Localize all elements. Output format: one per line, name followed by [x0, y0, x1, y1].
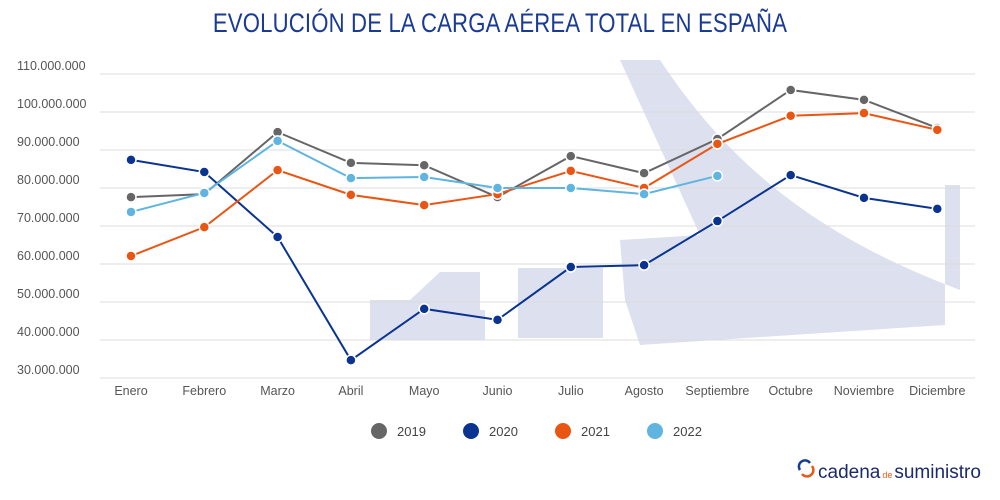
cargo-boxes-illustration — [518, 268, 603, 338]
y-tick-label: 60.000.000 — [17, 249, 80, 263]
legend-marker-2020 — [463, 423, 479, 439]
x-tick-label: Julio — [558, 384, 584, 398]
data-point-2021 — [198, 221, 211, 233]
legend-marker-2021 — [555, 423, 571, 439]
data-point-2020 — [711, 215, 724, 227]
data-point-2021 — [784, 110, 797, 122]
airplane-tail-illustration — [620, 60, 960, 345]
data-point-2019 — [345, 157, 357, 169]
data-point-2021 — [271, 164, 284, 176]
y-tick-label: 30.000.000 — [17, 363, 80, 377]
legend-label-2022: 2022 — [673, 424, 702, 439]
data-point-2021 — [858, 107, 870, 119]
data-point-2019 — [638, 167, 650, 179]
logo-text: cadena — [818, 462, 881, 483]
data-point-2021 — [418, 199, 430, 211]
y-tick-label: 70.000.000 — [17, 211, 80, 225]
data-point-2019 — [858, 94, 870, 106]
legend-marker-2022 — [647, 423, 663, 439]
y-tick-label: 80.000.000 — [17, 173, 80, 187]
legend-marker-2019 — [371, 423, 387, 439]
data-point-2022 — [198, 187, 211, 199]
data-point-2022 — [271, 135, 284, 147]
data-point-2022 — [711, 170, 724, 182]
data-point-2022 — [345, 172, 357, 184]
legend-label-2020: 2020 — [489, 424, 518, 439]
y-tick-label: 100.000.000 — [17, 97, 87, 111]
data-point-2020 — [271, 231, 284, 243]
chart-title: EVOLUCIÓN DE LA CARGA AÉREA TOTAL EN ESP… — [212, 8, 788, 38]
legend-label-2019: 2019 — [397, 424, 426, 439]
legend-label-2021: 2021 — [581, 424, 610, 439]
y-tick-label: 40.000.000 — [17, 325, 80, 339]
y-tick-label: 50.000.000 — [17, 287, 80, 301]
data-point-2020 — [491, 314, 504, 326]
x-tick-label: Agosto — [625, 384, 664, 398]
data-point-2020 — [565, 261, 577, 273]
logo-text-suministro: suministro — [894, 462, 981, 483]
x-tick-label: Marzo — [260, 384, 295, 398]
data-point-2020 — [198, 166, 211, 178]
logo-text-de: de — [882, 470, 893, 480]
data-point-2022 — [565, 182, 577, 194]
cadena-de-suministro-logo: cadena de suministro — [796, 458, 981, 484]
data-point-2019 — [565, 150, 577, 162]
data-point-2021 — [345, 189, 357, 201]
x-tick-label: Noviembre — [834, 384, 894, 398]
x-tick-label: Octubre — [768, 384, 813, 398]
data-point-2019 — [784, 84, 797, 96]
data-point-2022 — [125, 206, 137, 218]
data-point-2020 — [931, 203, 944, 215]
x-tick-label: Diciembre — [909, 384, 965, 398]
x-tick-label: Febrero — [182, 384, 226, 398]
data-point-2022 — [491, 182, 504, 194]
data-point-2020 — [784, 169, 797, 181]
series-line-2020 — [130, 158, 938, 362]
data-point-2020 — [125, 154, 137, 166]
data-point-2020 — [418, 303, 430, 315]
data-point-2021 — [565, 165, 577, 177]
y-tick-label: 90.000.000 — [17, 135, 80, 149]
x-tick-label: Abril — [338, 384, 363, 398]
data-point-2020 — [638, 259, 650, 271]
y-tick-label: 110.000.000 — [17, 59, 86, 73]
x-tick-label: Enero — [114, 384, 147, 398]
data-point-2022 — [418, 171, 430, 183]
data-point-2021 — [931, 124, 944, 136]
data-point-2019 — [125, 191, 137, 203]
x-tick-label: Mayo — [409, 384, 440, 398]
logo-refresh-icon — [797, 459, 815, 478]
data-point-2021 — [711, 138, 724, 150]
data-point-2020 — [858, 192, 870, 204]
data-point-2022 — [638, 188, 650, 200]
data-point-2021 — [125, 250, 137, 262]
data-point-2019 — [418, 159, 430, 171]
series-line-2021 — [130, 112, 938, 257]
series-line-2019 — [130, 88, 938, 199]
x-tick-label: Junio — [483, 384, 513, 398]
x-tick-label: Septiembre — [685, 384, 749, 398]
data-point-2020 — [345, 354, 357, 366]
